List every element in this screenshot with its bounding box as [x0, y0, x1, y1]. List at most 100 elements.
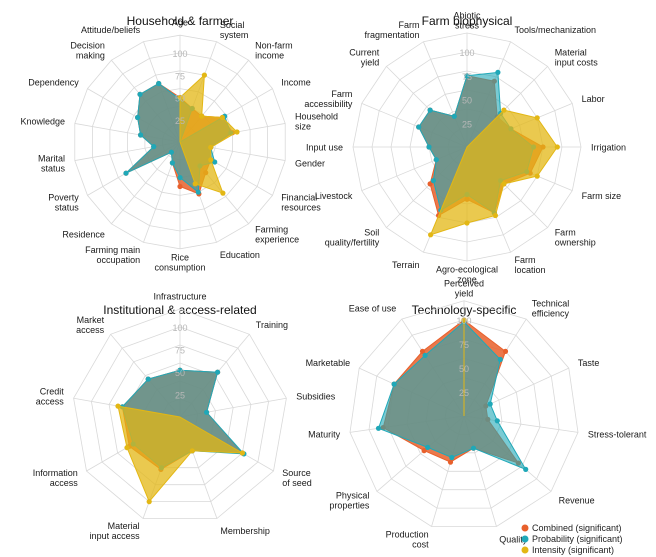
- axis-label-agro-ecological-zone: Agro-ecological zone: [436, 265, 498, 285]
- axis-label-non-farm-income: Non-farm income: [255, 41, 293, 61]
- grid-ring: [349, 300, 579, 527]
- data-point-revenue: [523, 466, 529, 472]
- data-point-production-cost: [449, 454, 455, 461]
- data-point-production-cost: [447, 459, 454, 465]
- axis-label-dependency: Dependency: [28, 78, 79, 88]
- data-point-quality: [470, 445, 477, 451]
- data-point-age: [177, 94, 183, 101]
- axis-label-perceived-yield: Perceived yield: [444, 278, 484, 298]
- data-point-physical-properties: [421, 448, 427, 454]
- data-point-farming-experience: [220, 190, 226, 196]
- axis-label-credit-access: Credit access: [36, 387, 65, 407]
- data-point-terrain: [428, 232, 434, 238]
- data-point-information-access: [124, 445, 130, 451]
- axis-label-marketable: Marketable: [306, 358, 351, 368]
- data-point-non-farm-income: [199, 113, 205, 119]
- spoke: [111, 141, 181, 225]
- axis-label-stress-tolerant: Stress-tolerant: [588, 430, 647, 440]
- axis-label-technical-efficiency: Technical efficiency: [532, 299, 570, 319]
- axis-label-infrastructure: Infrastructure: [153, 292, 206, 302]
- axis-label-livestock: Livestock: [315, 191, 353, 201]
- axis-label-information-access: Information access: [33, 468, 79, 488]
- series-area: [377, 321, 527, 471]
- axis-label-physical-properties: Physical properties: [329, 491, 370, 511]
- data-point-irrigation: [554, 144, 560, 150]
- legend: Combined (significant) Probability (sign…: [521, 523, 623, 555]
- axis-label-abiotic-stress: Abiotic stress: [453, 11, 481, 31]
- radial-tick-label: 50: [462, 96, 472, 106]
- axis-label-training: Training: [256, 320, 288, 330]
- axis-label-attitude-beliefs: Attitude/beliefs: [81, 25, 141, 35]
- radial-tick-label: 75: [459, 340, 469, 350]
- radar-chart-household-farmer: Household & farmer 25 50 75 100 Age Social syst…: [20, 14, 338, 272]
- axis-label-membership: Membership: [220, 526, 270, 536]
- data-point-soil-quality-fertility: [430, 178, 436, 184]
- data-point-source-of-seed: [239, 450, 245, 456]
- data-point-farm-ownership: [501, 181, 507, 187]
- data-point-financial-resources: [212, 159, 218, 165]
- data-point-farm-fragmentation: [451, 113, 457, 119]
- axis-label-rice-consumption: Rice consumption: [154, 252, 205, 272]
- series-intensity: [115, 403, 245, 505]
- axis-label-taste: Taste: [578, 358, 600, 368]
- data-point-ease-of-use: [422, 352, 428, 358]
- axis-label-marital-status: Marital status: [38, 153, 66, 173]
- data-point-technical-efficiency: [502, 348, 509, 354]
- grid-ring: [368, 319, 560, 509]
- axis-label-material-input-costs: Material input costs: [555, 48, 599, 68]
- data-point-stress-tolerant: [494, 418, 500, 424]
- data-point-residence: [168, 149, 174, 155]
- radial-tick-label: 100: [456, 316, 471, 326]
- data-point-labor: [534, 115, 540, 121]
- data-point-maturity: [375, 425, 382, 431]
- axis-label-farming-main-occupation: Farming main occupation: [85, 245, 140, 265]
- axis-label-farm-fragmentation: Farm fragmentation: [364, 20, 419, 40]
- axis-label-irrigation: Irrigation: [591, 143, 626, 153]
- data-point-ease-of-use: [419, 348, 426, 354]
- data-point-current-yield: [427, 107, 433, 113]
- series-probability: [375, 319, 529, 472]
- legend-marker-intensity: [521, 546, 529, 554]
- data-point-income: [219, 114, 225, 121]
- grid-ring: [73, 308, 287, 519]
- data-point-tools-mechanization: [495, 69, 501, 75]
- legend-marker-combined: [521, 524, 529, 532]
- data-point-farm-accessibility: [416, 124, 422, 130]
- data-point-perceived-yield: [461, 317, 467, 323]
- axis-label-household-size: Household size: [295, 112, 338, 132]
- axis-label-terrain: Terrain: [392, 260, 420, 270]
- axis-label-input-use: Input use: [306, 143, 343, 153]
- data-point-attitude-beliefs: [156, 80, 162, 87]
- grid-ring: [108, 344, 252, 486]
- chart-title: Farm biophysical: [422, 14, 513, 28]
- data-point-credit-access: [115, 403, 121, 409]
- data-point-infrastructure: [177, 367, 183, 373]
- series-area: [429, 109, 558, 236]
- radial-tick-label: 75: [175, 346, 185, 356]
- axis-label-current-yield: Current yield: [349, 48, 380, 68]
- series-intensity: [461, 317, 467, 416]
- axis-label-gender: Gender: [295, 158, 325, 168]
- axis-label-social-system: Social system: [220, 20, 249, 40]
- radar-chart-institutional-access-related: Institutional & access-related255075100I…: [33, 292, 336, 542]
- radial-tick-label: 25: [459, 388, 469, 398]
- axis-label-production-cost: Production cost: [386, 530, 430, 550]
- axis-label-poverty-status: Poverty status: [48, 192, 79, 212]
- data-point-dependency: [135, 114, 141, 121]
- data-point-knowledge: [138, 132, 144, 138]
- axis-label-subsidies: Subsidies: [296, 392, 336, 402]
- data-point-marketable: [391, 381, 397, 387]
- axis-label-revenue: Revenue: [559, 496, 595, 506]
- data-point-education: [195, 189, 201, 195]
- axis-label-education: Education: [220, 250, 260, 260]
- data-point-livestock: [433, 157, 439, 163]
- data-point-agro-ecological-zone: [464, 220, 470, 226]
- axis-label-income: Income: [281, 78, 311, 88]
- data-point-social-system: [201, 72, 207, 78]
- data-point-technical-efficiency: [497, 356, 503, 363]
- radar-chart-farm-biophysical: Farm biophysical 25 50 75 100 Abiotic stress To…: [304, 11, 626, 285]
- data-point-taste: [487, 401, 493, 407]
- axis-label-material-input-access: Material input access: [90, 521, 141, 541]
